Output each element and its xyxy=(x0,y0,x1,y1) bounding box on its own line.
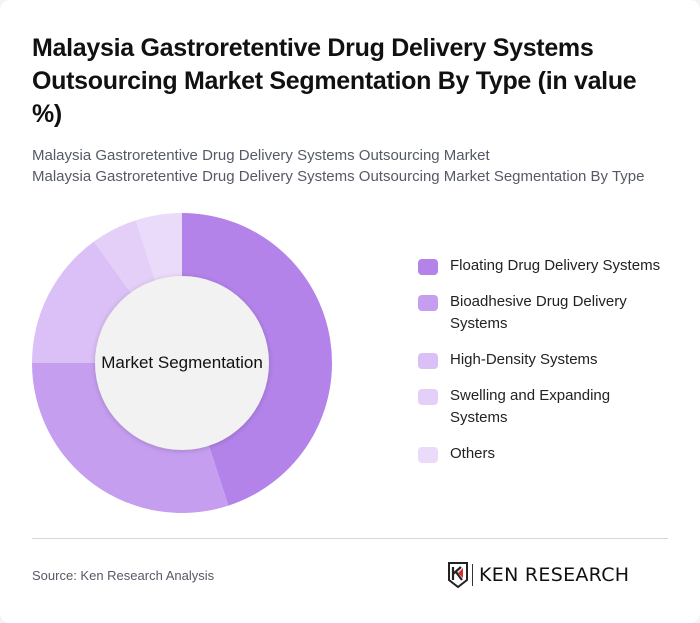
footer-divider xyxy=(32,538,668,539)
subtitle-line-1: Malaysia Gastroretentive Drug Delivery S… xyxy=(32,147,490,164)
legend-item-bioadhesive[interactable]: Bioadhesive Drug Delivery Systems xyxy=(418,291,678,335)
legend-swatch xyxy=(418,389,438,405)
legend-item-others[interactable]: Others xyxy=(418,443,678,465)
logo-text: KEN RESEARCH xyxy=(479,564,630,586)
legend-swatch xyxy=(418,295,438,311)
donut-chart: Market Segmentation xyxy=(32,213,332,513)
legend-label: Bioadhesive Drug Delivery Systems xyxy=(450,293,627,332)
chart-legend: Floating Drug Delivery Systems Bioadhesi… xyxy=(418,255,678,479)
subtitle-line-2: Malaysia Gastroretentive Drug Delivery S… xyxy=(32,168,645,185)
donut-center-label: Market Segmentation xyxy=(101,353,263,372)
legend-swatch xyxy=(418,447,438,463)
legend-label: Others xyxy=(450,445,496,462)
donut-hole xyxy=(95,276,269,450)
source-note: Source: Ken Research Analysis xyxy=(32,568,215,583)
legend-item-high-density[interactable]: High-Density Systems xyxy=(418,349,678,371)
legend-label: High-Density Systems xyxy=(450,351,598,368)
legend-item-floating[interactable]: Floating Drug Delivery Systems xyxy=(418,255,678,277)
logo-divider xyxy=(472,564,473,586)
donut-svg xyxy=(32,213,332,513)
legend-label: Floating Drug Delivery Systems xyxy=(450,257,661,274)
ken-research-shield-icon xyxy=(448,562,468,588)
chart-title: Malaysia Gastroretentive Drug Delivery S… xyxy=(32,34,637,128)
legend-swatch xyxy=(418,353,438,369)
ken-research-logo: KEN RESEARCH xyxy=(448,562,629,588)
chart-subtitle: Malaysia Gastroretentive Drug Delivery S… xyxy=(32,145,692,187)
legend-swatch xyxy=(418,259,438,275)
legend-label: Swelling and Expanding Systems xyxy=(450,387,611,426)
legend-item-swelling[interactable]: Swelling and Expanding Systems xyxy=(418,385,678,429)
